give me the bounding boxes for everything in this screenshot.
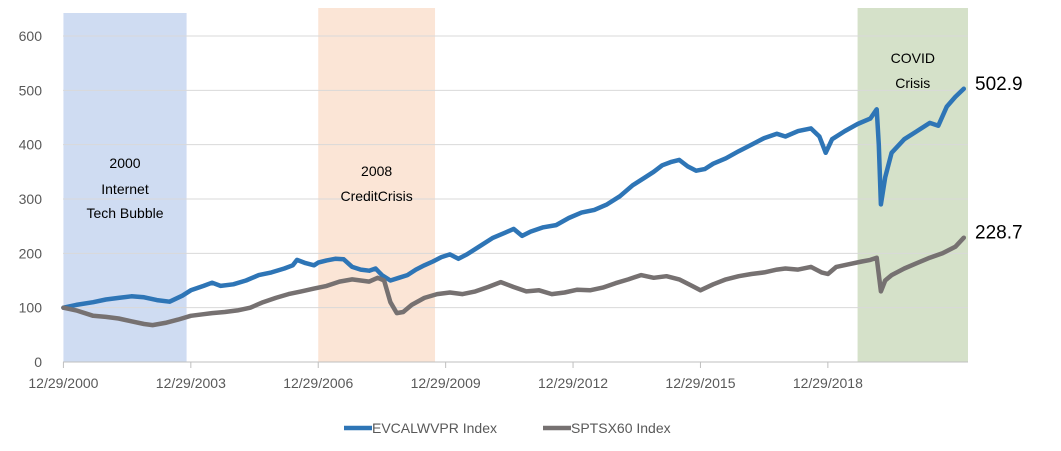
series-line-1 [61,235,967,328]
x-tick-label-6: 12/29/2018 [793,375,863,391]
y-tick-labels: 0 100 200 300 400 500 600 [19,28,43,370]
band-2 [857,8,968,362]
band-label-0-0: 2000 [109,155,140,171]
end-label-0: 502.9 [975,74,1023,95]
x-tick-label-3: 12/29/2009 [411,375,481,391]
band-label-0-1: Internet [101,181,149,197]
end-label-1: 228.7 [975,223,1023,244]
x-tick-label-1: 12/29/2003 [156,375,226,391]
series-lines [61,86,967,328]
legend: EVCALWVPR Index SPTSX60 Index [344,420,671,436]
axes [62,361,968,368]
legend-label-0: EVCALWVPR Index [372,420,497,436]
y-tick-label-400: 400 [19,137,43,153]
gridlines [63,35,968,309]
y-tick-label-0: 0 [34,354,42,370]
band-label-1-0: 2008 [361,163,392,179]
band-labels: 2000 Internet Tech Bubble 2008 CreditCrisis C… [86,50,934,221]
series-line-0 [61,86,967,310]
band-label-2-1: Crisis [895,75,930,91]
x-tick-label-0: 12/29/2000 [28,375,98,391]
band-1 [318,8,436,362]
x-tick-label-4: 12/29/2012 [538,375,608,391]
y-tick-label-300: 300 [19,191,43,207]
y-tick-label-200: 200 [19,245,43,261]
y-tick-label-100: 100 [19,300,43,316]
y-tick-label-600: 600 [19,28,43,44]
x-tick-label-2: 12/29/2006 [283,375,353,391]
end-value-labels: 502.9 228.7 [975,74,1023,244]
crisis-bands [63,8,968,362]
x-tick-labels: 12/29/2000 12/29/2003 12/29/2006 12/29/2009… [28,375,863,391]
band-label-2-0: COVID [891,50,935,66]
band-label-0-2: Tech Bubble [86,205,163,221]
x-tick-label-5: 12/29/2015 [665,375,735,391]
y-tick-label-500: 500 [19,82,43,98]
legend-label-1: SPTSX60 Index [571,420,671,436]
band-label-1-1: CreditCrisis [340,188,412,204]
